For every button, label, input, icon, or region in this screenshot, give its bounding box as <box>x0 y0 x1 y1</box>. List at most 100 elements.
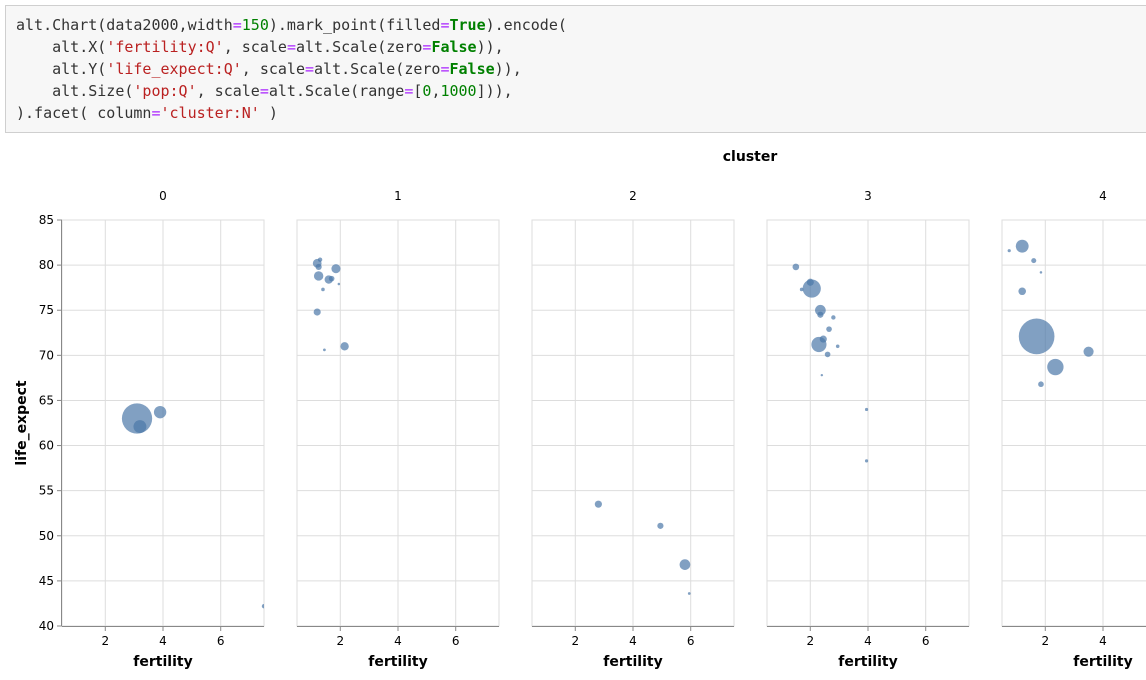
data-point[interactable] <box>1018 287 1026 296</box>
code-token: = <box>286 38 296 56</box>
code-token: 'cluster:N' <box>160 104 260 122</box>
data-point[interactable] <box>799 287 804 292</box>
y-axis-title: life_expect <box>14 380 30 466</box>
data-point[interactable] <box>315 263 322 271</box>
x-tick-label: 4 <box>864 634 872 648</box>
data-point[interactable] <box>817 311 824 318</box>
data-point[interactable] <box>831 315 836 320</box>
code-line: ).facet( column='cluster:N' ) <box>16 102 1136 124</box>
data-point[interactable] <box>792 263 800 271</box>
x-axis-title: fertility <box>368 654 427 670</box>
x-tick-label: 2 <box>571 634 579 648</box>
y-tick-label: 60 <box>39 439 54 453</box>
data-point[interactable] <box>820 373 824 377</box>
faceted-scatter-chart: cluster 0 2 4 6 fertility 40 45 50 55 60 65 70 75 80 85… <box>14 149 1146 670</box>
data-point[interactable] <box>1018 318 1055 355</box>
facet-panel-4: 4246fertility <box>1001 189 1146 670</box>
facet-panel-1: 1 2 4 6 fertility <box>296 189 500 670</box>
points-layer <box>1007 239 1094 388</box>
data-point[interactable] <box>687 592 691 595</box>
data-point[interactable] <box>337 282 341 286</box>
code-line: alt.Chart(data2000,width=150).mark_point… <box>16 14 1136 36</box>
facet-header: 3 <box>864 189 872 203</box>
facet-header: 4 <box>1099 189 1107 203</box>
data-point[interactable] <box>313 271 324 281</box>
code-token: ) <box>259 104 278 122</box>
data-point[interactable] <box>153 405 167 419</box>
code-token: = <box>440 16 450 34</box>
code-token: alt.Y( <box>16 60 107 78</box>
code-token: ).facet( column <box>16 104 152 122</box>
code-token: 0 <box>422 82 432 100</box>
data-point[interactable] <box>1015 239 1029 253</box>
data-point[interactable] <box>679 559 691 571</box>
data-point[interactable] <box>133 420 147 434</box>
y-tick-label: 40 <box>39 619 54 633</box>
data-point[interactable] <box>1039 271 1043 274</box>
data-point[interactable] <box>321 287 325 292</box>
x-tick-label: 6 <box>217 634 225 648</box>
data-point[interactable] <box>657 522 664 529</box>
points-layer <box>792 263 869 463</box>
y-tick-label: 75 <box>39 303 54 317</box>
code-token: [ <box>413 82 423 100</box>
x-tick-label: 2 <box>101 634 109 648</box>
data-point[interactable] <box>323 348 326 352</box>
code-token: 'fertility:Q' <box>106 38 224 56</box>
data-point[interactable] <box>835 344 840 349</box>
code-token: ).encode( <box>485 16 567 34</box>
x-tick-label: 2 <box>806 634 814 648</box>
code-cell[interactable]: alt.Chart(data2000,width=150).mark_point… <box>5 5 1146 133</box>
facet-panel-2: 2 2 4 6 fertility <box>531 189 735 670</box>
y-tick-label: 65 <box>39 393 54 407</box>
data-point[interactable] <box>331 264 341 274</box>
data-point[interactable] <box>328 275 335 282</box>
data-point[interactable] <box>1038 381 1044 388</box>
facet-border <box>1001 219 1146 627</box>
y-tick-label: 85 <box>39 213 54 227</box>
data-point[interactable] <box>824 351 831 358</box>
facet-header: 2 <box>629 189 637 203</box>
y-tick-label: 45 <box>39 574 54 588</box>
code-token: , <box>431 82 441 100</box>
x-axis-title: fertility <box>838 654 897 670</box>
data-point[interactable] <box>261 603 266 609</box>
code-token: alt.Scale(zero <box>295 38 423 56</box>
facet-header: 1 <box>394 189 402 203</box>
data-point[interactable] <box>594 500 602 508</box>
code-token: alt.Scale(range <box>268 82 405 100</box>
data-point[interactable] <box>864 459 869 463</box>
code-line: alt.Y('life_expect:Q', scale=alt.Scale(z… <box>16 58 1136 80</box>
data-point[interactable] <box>802 279 821 298</box>
data-point[interactable] <box>826 326 832 332</box>
code-token: alt.X( <box>16 38 107 56</box>
facet-title: cluster <box>723 149 778 165</box>
code-line: alt.X('fertility:Q', scale=alt.Scale(zer… <box>16 36 1136 58</box>
code-token: )), <box>476 38 504 56</box>
data-point[interactable] <box>1007 249 1011 253</box>
data-point[interactable] <box>340 342 349 351</box>
points-layer <box>594 500 691 595</box>
facet-panel-3: 3 2 4 6 fertility <box>766 189 970 670</box>
x-tick-label: 4 <box>1099 634 1107 648</box>
data-point[interactable] <box>1031 258 1037 264</box>
points-layer <box>121 403 266 609</box>
facet-panel-0: 0 2 4 6 fertility 40 45 50 55 60 65 70 75 80 85 life_ex… <box>14 189 266 670</box>
code-token: alt.Size( <box>16 82 134 100</box>
points-layer <box>312 257 349 352</box>
code-token: , scale <box>241 60 305 78</box>
data-point[interactable] <box>1047 358 1064 376</box>
x-tick-label: 4 <box>159 634 167 648</box>
y-tick-label: 50 <box>39 529 54 543</box>
data-point[interactable] <box>317 257 323 262</box>
code-token: = <box>404 82 414 100</box>
code-token: 1000 <box>440 82 477 100</box>
code-token: alt.Scale(zero <box>314 60 441 78</box>
code-token: )), <box>494 60 522 78</box>
y-tick-label: 55 <box>39 484 54 498</box>
data-point[interactable] <box>1083 346 1094 357</box>
data-point[interactable] <box>815 304 826 316</box>
data-point[interactable] <box>864 407 869 412</box>
data-point[interactable] <box>313 308 321 316</box>
data-point[interactable] <box>811 336 827 353</box>
